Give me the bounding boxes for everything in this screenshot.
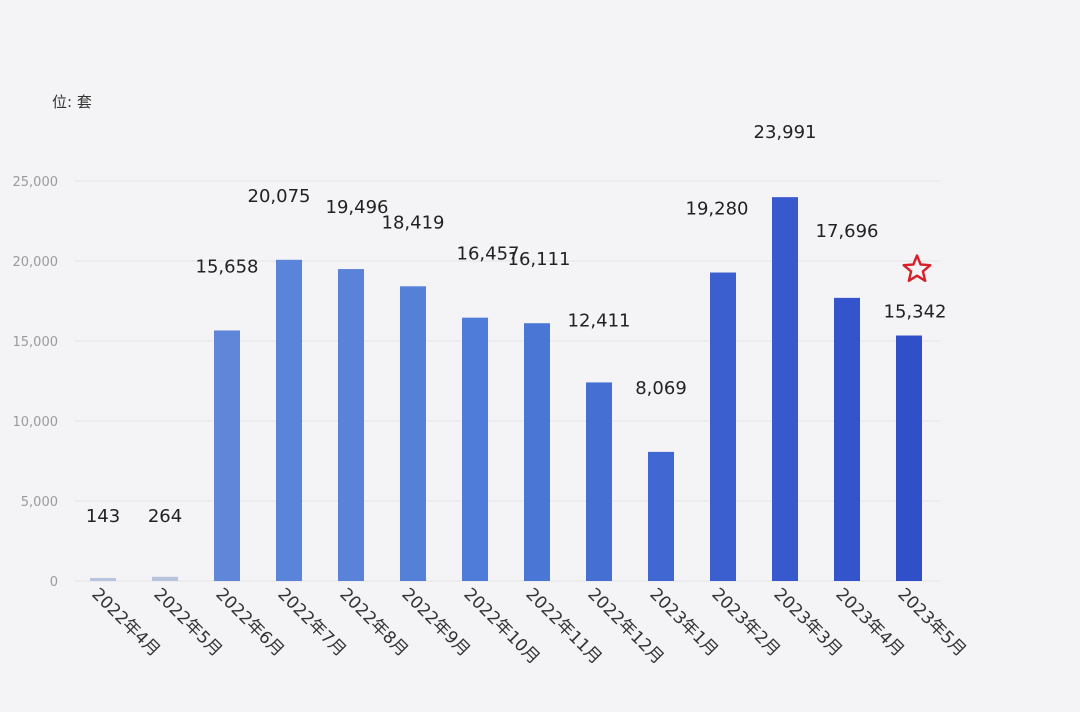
data-label: 143 bbox=[86, 506, 120, 527]
data-label: 12,411 bbox=[568, 310, 631, 331]
star-icon bbox=[902, 254, 932, 283]
y-axis-ticks: 0 5,000 10,000 15,000 20,000 25,000 bbox=[13, 175, 59, 590]
bar bbox=[896, 335, 922, 581]
bar bbox=[834, 297, 860, 581]
data-label: 23,991 bbox=[754, 122, 817, 143]
y-tick-label: 20,000 bbox=[13, 255, 59, 270]
x-axis-ticks: 2022年4月2022年5月2022年6月2022年7月2022年8月2022年… bbox=[87, 584, 969, 668]
bar bbox=[710, 272, 736, 581]
y-tick-label: 5,000 bbox=[21, 495, 58, 510]
bar bbox=[524, 323, 550, 581]
data-label: 19,280 bbox=[686, 199, 749, 220]
bar bbox=[400, 286, 426, 581]
bar bbox=[772, 197, 798, 582]
unit-label: 位: 套 bbox=[52, 93, 92, 111]
bars bbox=[90, 197, 922, 582]
data-label: 8,069 bbox=[635, 378, 687, 399]
y-tick-label: 15,000 bbox=[13, 335, 59, 350]
data-label: 20,075 bbox=[248, 186, 311, 207]
data-label: 16,111 bbox=[508, 249, 571, 270]
bar bbox=[90, 578, 116, 581]
y-tick-label: 0 bbox=[50, 575, 58, 590]
bar bbox=[586, 382, 612, 581]
bar bbox=[152, 576, 178, 581]
data-label: 16,457 bbox=[457, 244, 520, 265]
data-label: 17,696 bbox=[816, 221, 879, 242]
bar bbox=[338, 269, 364, 581]
data-label: 18,419 bbox=[382, 212, 445, 233]
y-tick-label: 10,000 bbox=[13, 415, 59, 430]
y-tick-label: 25,000 bbox=[13, 175, 59, 190]
bar bbox=[214, 330, 240, 581]
data-label: 15,658 bbox=[196, 256, 259, 277]
bar bbox=[462, 317, 488, 581]
data-label: 264 bbox=[148, 506, 182, 527]
annotations bbox=[902, 254, 932, 283]
grid-layer bbox=[75, 180, 940, 582]
data-label: 19,496 bbox=[326, 197, 389, 218]
bar bbox=[648, 451, 674, 581]
data-label: 15,342 bbox=[884, 302, 947, 323]
bar bbox=[276, 259, 302, 581]
